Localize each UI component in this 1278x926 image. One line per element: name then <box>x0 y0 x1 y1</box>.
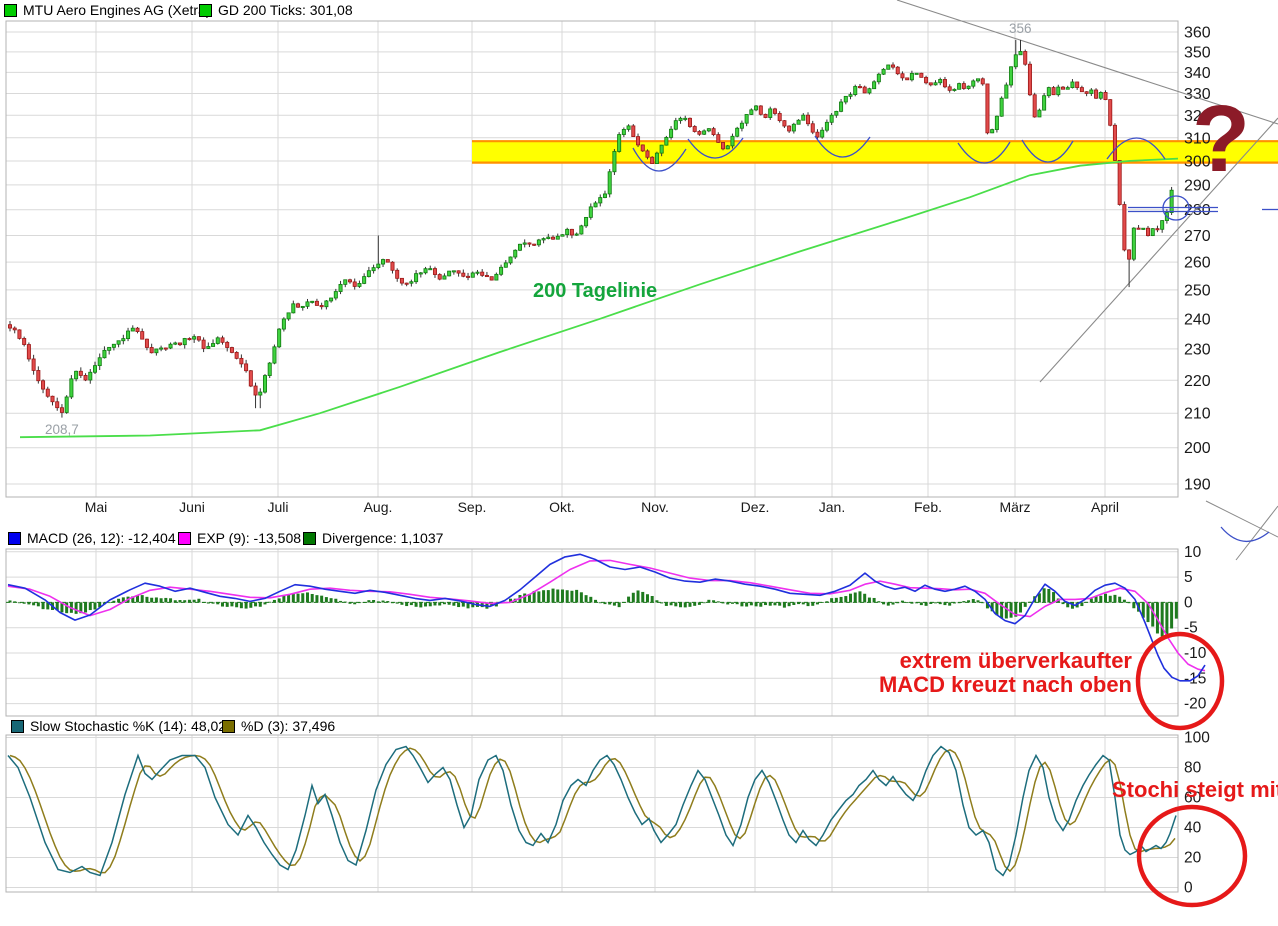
blue-annotations <box>632 135 1278 221</box>
macd-note-line1: extrem überverkaufter <box>899 648 1132 673</box>
stoch-k-legend-label: Slow Stochastic %K (14): 48,02 <box>30 718 227 734</box>
macd-legend-label: MACD (26, 12): -12,404 <box>27 530 176 546</box>
macd-signal-line <box>7 559 1206 672</box>
gd200-swatch-icon <box>199 3 212 17</box>
axis-label: 230 <box>1184 341 1211 358</box>
stochastic-panel: 100 80 60 40 20 0 <box>5 730 1248 908</box>
blue-arc-annotation <box>814 135 871 158</box>
blue-arc-annotation <box>957 141 1011 164</box>
macd-swatch-icon <box>8 531 21 545</box>
axis-label: Jan. <box>819 499 845 515</box>
macd-note-annotation: extrem überverkaufter MACD kreuzt nach o… <box>879 649 1132 697</box>
axis-label: 210 <box>1184 406 1211 423</box>
axis-label: 240 <box>1184 311 1211 328</box>
axis-label: Sep. <box>458 499 487 515</box>
macd-histogram <box>8 588 1178 637</box>
axis-label: 220 <box>1184 373 1211 390</box>
axis-label: 290 <box>1184 177 1211 194</box>
axis-label: 270 <box>1184 228 1211 245</box>
axis-label: 340 <box>1184 65 1211 82</box>
stoch-k-line <box>7 745 1177 877</box>
axis-label: 360 <box>1184 25 1211 42</box>
axis-label: 200 <box>1184 440 1211 457</box>
axis-label: Aug. <box>364 499 393 515</box>
stoch-k-swatch-icon <box>11 719 24 733</box>
axis-label: 40 <box>1184 820 1202 837</box>
axis-label: -10 <box>1184 645 1207 662</box>
high-price-label: 356 <box>1009 21 1032 36</box>
axis-label: 0 <box>1184 594 1193 611</box>
question-mark-annotation: ? <box>1192 86 1251 192</box>
exp-legend-label: EXP (9): -13,508 <box>197 530 302 546</box>
macd-note-line2: MACD kreuzt nach oben <box>878 672 1132 697</box>
blue-circle-annotation <box>1162 195 1190 221</box>
main-price-panel: 3603503403303203103002902802702602502402… <box>5 0 1278 561</box>
blue-arc-annotation <box>1106 137 1166 160</box>
axis-label: Juli <box>267 499 288 515</box>
axis-label: -20 <box>1184 696 1207 713</box>
axis-label: Juni <box>179 499 205 515</box>
axis-label: März <box>999 499 1030 515</box>
price-series-swatch-icon <box>4 3 17 17</box>
axis-label: 100 <box>1184 730 1210 747</box>
exp-swatch-icon <box>178 531 191 545</box>
axis-label: Dez. <box>741 499 770 515</box>
axis-label: 250 <box>1184 282 1211 299</box>
axis-label: 10 <box>1184 544 1202 561</box>
axis-label: 310 <box>1184 130 1211 147</box>
axis-label: 60 <box>1184 790 1202 807</box>
axis-label: 20 <box>1184 850 1202 867</box>
axis-label: 5 <box>1184 569 1193 586</box>
blue-arc-annotation <box>687 137 744 159</box>
gd200-legend-label: GD 200 Ticks: 301,08 <box>218 2 353 18</box>
ma-200-annotation: 200 Tagelinie <box>533 280 658 302</box>
axis-label: 0 <box>1184 880 1193 897</box>
trendlines <box>896 0 1278 383</box>
axis-label: 80 <box>1184 760 1202 777</box>
instrument-name: MTU Aero Engines AG (Xetra) <box>23 2 211 18</box>
stoch-d-swatch-icon <box>222 719 235 733</box>
axis-label: Mai <box>85 499 108 515</box>
axis-label: 190 <box>1184 477 1211 494</box>
low-price-label: 208,7 <box>45 422 79 437</box>
gd200-ma-line <box>19 157 1179 439</box>
blue-arc-annotation <box>1021 139 1074 163</box>
axis-label: Nov. <box>641 499 669 515</box>
stoch-d-line <box>9 747 1176 874</box>
macd-highlight-circle <box>1135 631 1225 731</box>
axis-label: 320 <box>1184 108 1211 125</box>
support-resistance-band <box>472 140 1278 164</box>
axis-label: 300 <box>1184 153 1211 170</box>
pennant-sketch <box>1205 500 1278 561</box>
divergence-swatch-icon <box>303 531 316 545</box>
stoch-d-legend-label: %D (3): 37,496 <box>241 718 336 734</box>
blue-arc-annotation <box>632 147 687 172</box>
divergence-legend-label: Divergence: 1,1037 <box>322 530 444 546</box>
macd-line <box>7 553 1206 682</box>
stoch-note-annotation: Stochi steigt mit <box>1112 777 1278 802</box>
axis-label: 350 <box>1184 44 1211 61</box>
axis-label: 260 <box>1184 255 1211 272</box>
axis-label: 330 <box>1184 86 1211 103</box>
axis-label: -15 <box>1184 670 1206 687</box>
axis-label: Feb. <box>914 499 942 515</box>
axis-label: Okt. <box>549 499 575 515</box>
candlestick-series <box>7 39 1174 418</box>
axis-label: April <box>1091 499 1119 515</box>
stoch-highlight-circle <box>1136 804 1248 908</box>
